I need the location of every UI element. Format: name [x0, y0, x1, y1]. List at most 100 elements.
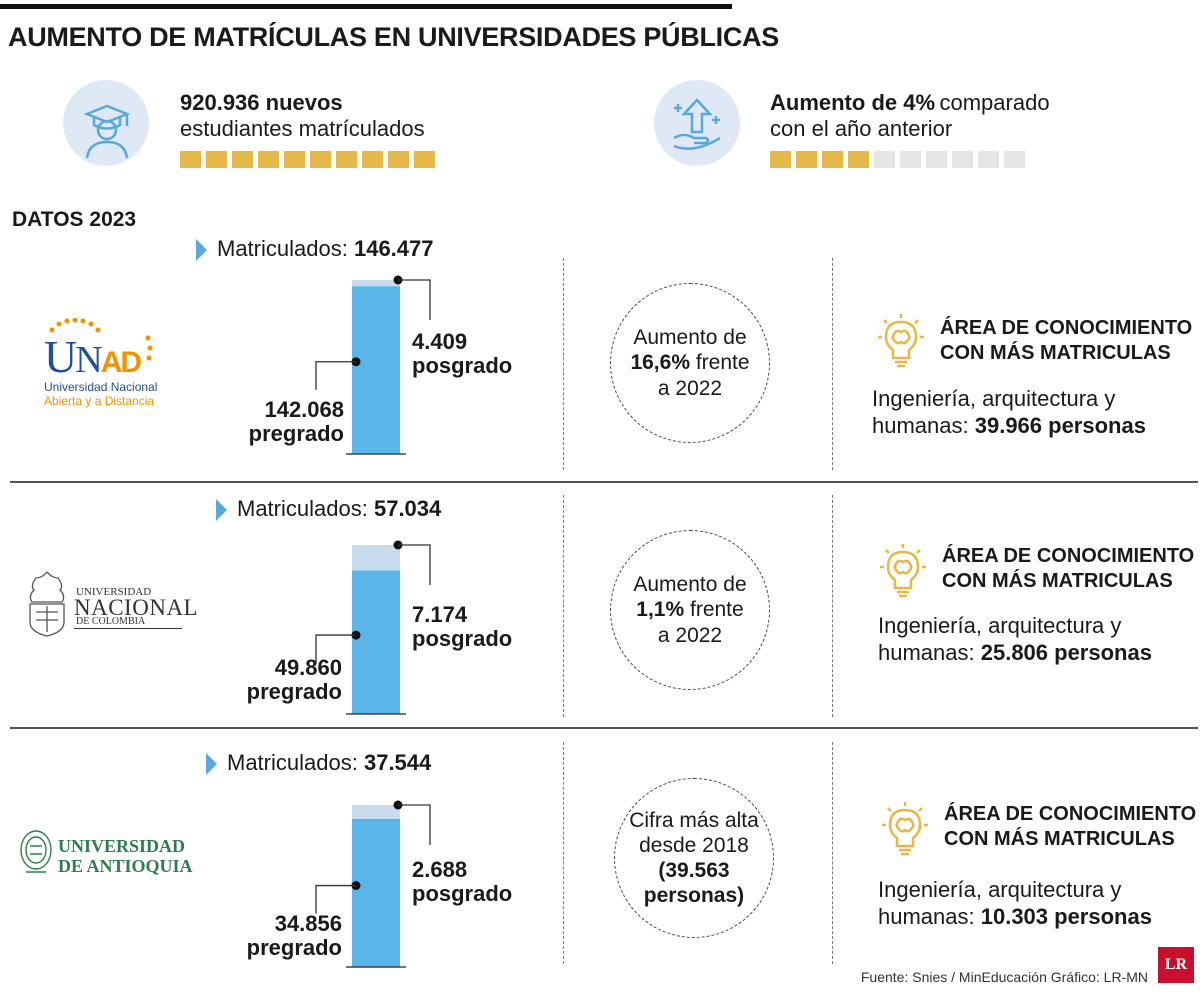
- empty-square: [926, 151, 947, 168]
- pregrado-leader: [315, 634, 356, 664]
- area-title: ÁREA DE CONOCIMIENTO CON MÁS MATRICULAS: [942, 545, 1195, 592]
- empty-square: [1004, 151, 1025, 168]
- area-text: Ingeniería, arquitectura y humanas: 39.96…: [872, 386, 1146, 438]
- pregrado-label: pregrado: [248, 421, 344, 447]
- pregrado-label: pregrado: [246, 935, 342, 961]
- stat-students: 920.936 nuevos estudiantes matrículados: [180, 90, 425, 142]
- empty-square: [900, 151, 921, 168]
- column-divider: [563, 258, 564, 470]
- stat-increase-label-b: con el año anterior: [770, 116, 953, 141]
- top-rule: [0, 4, 732, 9]
- filled-square: [336, 151, 357, 168]
- unal-name-line: NACIONAL: [74, 595, 199, 620]
- filled-square: [180, 151, 201, 168]
- section-label: DATOS 2023: [12, 208, 137, 231]
- posgrado-leader: [398, 279, 431, 320]
- posgrado-annotation: 2.688 posgrado: [412, 857, 513, 907]
- triangle-icon: [216, 499, 227, 522]
- pregrado-leader: [315, 361, 356, 390]
- posgrado-bar: [352, 545, 400, 571]
- pregrado-value: 49.860: [274, 655, 342, 680]
- posgrado-annotation: 4.409 posgrado: [412, 329, 513, 379]
- pregrado-bar: [352, 818, 400, 967]
- growth-circle: Aumento de 16,6% frente a 2022: [610, 283, 770, 443]
- brain-bulb-icon: [878, 542, 928, 607]
- growth-circle: Aumento de 1,1% frente a 2022: [610, 530, 770, 690]
- filled-square: [284, 151, 305, 168]
- unal-shield-icon: [29, 570, 65, 637]
- record-circle: Cifra más alta desde 2018 (39.563 personas): [614, 778, 774, 938]
- udea-logo: UNIVERSIDAD DE ANTIOQUIA: [18, 828, 193, 881]
- brain-bulb-icon: [880, 800, 930, 865]
- empty-square: [978, 151, 999, 168]
- pregrado-annotation: 142.068 pregrado: [238, 397, 344, 447]
- filled-square: [848, 151, 869, 168]
- posgrado-label: posgrado: [412, 881, 513, 907]
- udea-name-line: UNIVERSIDAD: [58, 836, 186, 856]
- stat-increase: Aumento de 4% comparado con el año anter…: [770, 90, 1050, 142]
- empty-square: [952, 151, 973, 168]
- stat-students-value: 920.936 nuevos: [180, 90, 343, 115]
- pregrado-label: pregrado: [246, 679, 342, 705]
- unal-logo: UNIVERSIDAD NACIONAL DE COLOMBIA: [22, 568, 198, 643]
- filled-square: [206, 151, 227, 168]
- column-divider: [563, 742, 564, 964]
- triangle-icon: [206, 753, 217, 776]
- growth-hand-icon: [654, 80, 740, 166]
- posgrado-label: posgrado: [412, 353, 513, 379]
- brain-bulb-icon: [876, 312, 926, 377]
- pregrado-leader: [315, 884, 356, 914]
- pregrado-bar: [352, 286, 400, 454]
- unad-wordmark: UNAD: [44, 331, 142, 382]
- area-text: Ingeniería, arquitectura y humanas: 10.30…: [878, 877, 1152, 929]
- stat-students-label: estudiantes matrículados: [180, 116, 425, 141]
- column-divider: [832, 495, 833, 717]
- filled-square: [796, 151, 817, 168]
- pregrado-bar: [352, 570, 400, 714]
- stacked-bar-chart: [315, 275, 431, 455]
- unal-name-line: DE COLOMBIA: [76, 616, 146, 627]
- lr-logo: LR: [1158, 947, 1194, 983]
- graduate-icon: [63, 80, 149, 166]
- column-divider: [563, 495, 564, 717]
- unad-name-line: Universidad Nacional: [44, 380, 158, 394]
- filled-square: [362, 151, 383, 168]
- posgrado-bar: [352, 280, 400, 287]
- students-progress-squares: [180, 151, 440, 168]
- posgrado-value: 2.688: [412, 857, 468, 882]
- unal-name-line: UNIVERSIDAD: [76, 586, 152, 598]
- matriculados-label: Matriculados: 37.544: [206, 750, 431, 776]
- udea-seal-icon: [20, 830, 52, 873]
- unad-name-line: Abierta y a Distancia: [44, 394, 155, 408]
- posgrado-value: 7.174: [412, 602, 468, 627]
- pregrado-annotation: 34.856 pregrado: [236, 911, 342, 961]
- row-separator: [10, 481, 1198, 483]
- filled-square: [310, 151, 331, 168]
- matriculados-label: Matriculados: 146.477: [196, 236, 434, 262]
- source-footer: Fuente: Snies / MinEducación Gráfico: LR…: [860, 969, 1148, 985]
- unad-logo: UNAD Universidad Nacional Abierta y a Di…: [44, 317, 162, 415]
- filled-square: [388, 151, 409, 168]
- column-divider: [832, 258, 833, 470]
- filled-square: [770, 151, 791, 168]
- stat-increase-value: Aumento de 4%: [770, 90, 936, 115]
- filled-square: [822, 151, 843, 168]
- area-text: Ingeniería, arquitectura y humanas: 25.80…: [878, 613, 1152, 665]
- matriculados-value: 57.034: [373, 496, 442, 521]
- posgrado-leader: [398, 544, 431, 585]
- matriculados-label: Matriculados: 57.034: [216, 496, 441, 522]
- row-separator: [10, 727, 1198, 729]
- matriculados-value: 37.544: [363, 750, 432, 775]
- area-title: ÁREA DE CONOCIMIENTO CON MÁS MATRICULAS: [940, 317, 1193, 364]
- increase-progress-squares: [770, 151, 1030, 168]
- page-title: AUMENTO DE MATRÍCULAS EN UNIVERSIDADES P…: [8, 22, 779, 52]
- pregrado-value: 142.068: [264, 397, 344, 422]
- posgrado-leader: [398, 804, 431, 845]
- unal-underline: [74, 628, 182, 629]
- empty-square: [874, 151, 895, 168]
- area-title: ÁREA DE CONOCIMIENTO CON MÁS MATRICULAS: [944, 803, 1197, 850]
- posgrado-bar: [352, 805, 400, 819]
- matriculados-value: 146.477: [353, 236, 434, 261]
- udea-name-line: DE ANTIOQUIA: [58, 856, 193, 876]
- posgrado-annotation: 7.174 posgrado: [412, 602, 512, 651]
